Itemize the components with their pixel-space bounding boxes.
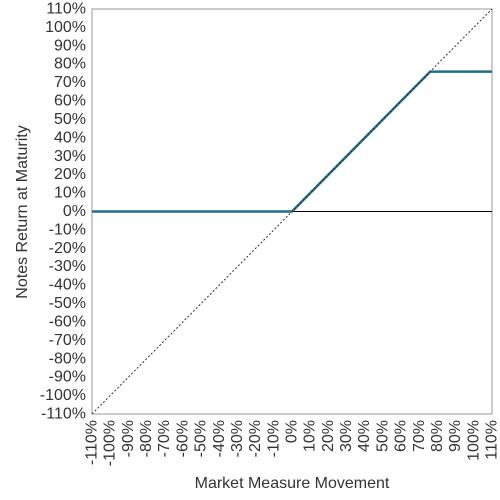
x-tick-label: -30% bbox=[229, 420, 246, 457]
x-tick-label: -60% bbox=[174, 420, 191, 457]
y-tick-label: -10% bbox=[49, 221, 86, 238]
x-tick-label: 60% bbox=[393, 420, 410, 452]
x-tick-label: 110% bbox=[484, 420, 500, 460]
x-tick-label: 70% bbox=[411, 420, 428, 452]
y-tick-label: -40% bbox=[49, 277, 86, 294]
x-tick-label: 40% bbox=[356, 420, 373, 452]
x-tick-label: -40% bbox=[211, 420, 228, 457]
y-tick-label: -70% bbox=[49, 332, 86, 349]
x-tick-label: -110% bbox=[84, 420, 101, 465]
notes-return-line bbox=[92, 70, 492, 213]
y-tick-label: -80% bbox=[49, 350, 86, 367]
x-tick-label: -20% bbox=[247, 420, 264, 457]
y-tick-label: 20% bbox=[54, 166, 86, 183]
x-tick-label: 100% bbox=[465, 420, 482, 461]
x-tick-label: 10% bbox=[302, 420, 319, 452]
x-tick-label: 0% bbox=[284, 420, 301, 443]
x-tick-labels: -110% -100% -90% -80% -70% -60% -50% -40% -30% -2… bbox=[84, 420, 500, 466]
y-tick-label: 70% bbox=[54, 74, 86, 91]
y-tick-label: 110% bbox=[46, 1, 86, 18]
y-tick-label: 100% bbox=[45, 19, 86, 36]
y-tick-label: -60% bbox=[49, 313, 86, 330]
plot-area bbox=[91, 8, 493, 415]
x-tick-label: -80% bbox=[138, 420, 155, 457]
y-tick-label: -90% bbox=[49, 369, 86, 386]
x-tick-label: 30% bbox=[338, 420, 355, 452]
y-tick-label: 60% bbox=[54, 93, 86, 110]
y-tick-label: -30% bbox=[49, 258, 86, 275]
y-tick-label: 90% bbox=[54, 37, 86, 54]
x-tick-label: -70% bbox=[156, 420, 173, 457]
y-tick-label: -50% bbox=[49, 295, 86, 312]
x-axis-title: Market Measure Movement bbox=[195, 475, 390, 492]
x-tick-label: -90% bbox=[120, 420, 137, 457]
y-tick-label: 80% bbox=[54, 56, 86, 73]
y-tick-label: 0% bbox=[63, 203, 86, 220]
y-tick-labels: 110%100%90%80%70%60%50%40%30%20%10%0%-10… bbox=[40, 1, 86, 423]
x-tick-label: 80% bbox=[429, 420, 446, 452]
reference-diagonal-line bbox=[91, 8, 493, 415]
y-tick-label: -20% bbox=[49, 240, 86, 257]
x-tick-label: 90% bbox=[447, 420, 464, 452]
y-tick-label: 30% bbox=[54, 148, 86, 165]
y-tick-label: 10% bbox=[54, 185, 86, 202]
x-tick-label: -50% bbox=[193, 420, 210, 457]
y-tick-label: 50% bbox=[54, 111, 86, 128]
x-tick-label: 20% bbox=[320, 420, 337, 452]
x-tick-label: 50% bbox=[374, 420, 391, 452]
x-tick-label: -10% bbox=[265, 420, 282, 457]
x-tick-label: -100% bbox=[102, 420, 119, 466]
y-tick-label: -110% bbox=[41, 406, 86, 423]
y-tick-label: -100% bbox=[40, 387, 86, 404]
y-axis-title: Notes Return at Maturity bbox=[14, 125, 31, 298]
y-tick-label: 40% bbox=[54, 129, 86, 146]
